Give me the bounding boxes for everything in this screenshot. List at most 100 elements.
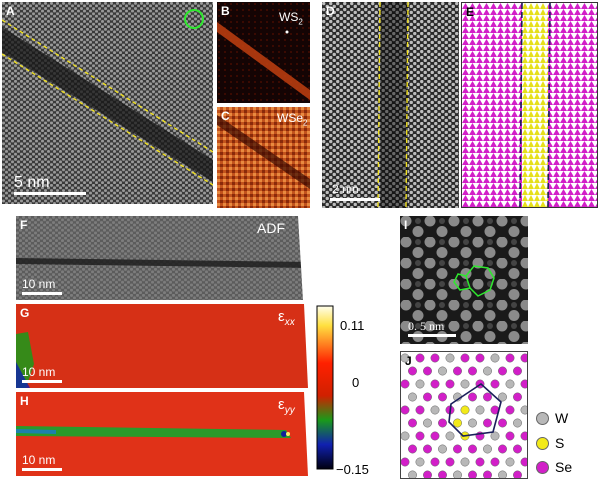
atom <box>513 418 522 428</box>
atom <box>505 405 515 415</box>
atom <box>520 457 527 467</box>
atom <box>460 405 470 415</box>
atom <box>505 457 515 467</box>
atom <box>468 470 477 478</box>
atom <box>505 379 515 389</box>
atom <box>445 457 455 467</box>
atom <box>490 353 500 363</box>
atom <box>423 366 432 376</box>
atom <box>483 470 492 478</box>
panel-g-eps-sub: xx <box>284 317 295 328</box>
panel-b-image <box>217 2 310 103</box>
atom <box>520 405 527 415</box>
panel-a-scalebar <box>14 192 86 195</box>
atom <box>453 470 462 478</box>
atom <box>513 366 522 376</box>
atom <box>415 353 425 363</box>
atom <box>498 470 507 478</box>
panel-f-scalebar <box>22 292 62 295</box>
atom <box>401 405 410 415</box>
atom <box>438 444 447 454</box>
panel-c-tag: WSe2 <box>277 111 307 127</box>
atom <box>445 431 455 441</box>
atom <box>483 444 492 454</box>
atom <box>401 431 410 441</box>
panel-g-scalebar <box>22 380 62 383</box>
atom <box>453 418 462 428</box>
atom <box>475 457 485 467</box>
atom <box>401 379 410 389</box>
atom <box>430 405 440 415</box>
atom <box>401 457 410 467</box>
panel-a-label: A <box>6 4 15 18</box>
panel-i-image <box>400 216 528 344</box>
panel-j-image <box>401 353 527 478</box>
colorbar-mid: 0 <box>352 375 360 390</box>
panel-d-scalebar <box>330 198 380 201</box>
panel-e-label: E <box>466 5 475 19</box>
panel-b-tag-text: WS <box>279 10 299 24</box>
panel-f-label: F <box>20 218 28 232</box>
atom <box>453 444 462 454</box>
panel-b-tag: WS2 <box>279 10 303 26</box>
atom <box>483 392 492 402</box>
atom <box>505 353 515 363</box>
panel-a-scalebar-label: 5 nm <box>14 174 50 191</box>
panel-h-label: H <box>20 394 29 408</box>
atom <box>423 418 432 428</box>
panel-b: B WS2 <box>217 2 310 103</box>
panel-h-scalebar <box>22 468 62 471</box>
panel-c-tag-text: WSe <box>277 111 304 125</box>
atom <box>475 353 485 363</box>
panel-i-label: I <box>404 218 408 232</box>
atom <box>438 366 447 376</box>
atom <box>490 431 500 441</box>
panel-h-eps-sub: yy <box>284 405 295 416</box>
atom <box>490 379 500 389</box>
panel-c-tag-sub: 2 <box>303 118 308 128</box>
panel-d: D 2 nm <box>322 2 459 208</box>
atom <box>453 366 462 376</box>
atom <box>415 457 425 467</box>
panel-d-scalebar-label: 2 nm <box>332 182 359 196</box>
atom <box>423 444 432 454</box>
atom <box>408 470 417 478</box>
atom <box>513 392 522 402</box>
atom <box>490 457 500 467</box>
panel-h-scalebar-label: 10 nm <box>22 453 56 467</box>
colorbar-min: −0.15 <box>336 462 369 477</box>
panel-c-image <box>217 107 310 208</box>
panel-f-image <box>16 216 313 300</box>
panel-h: H εyy 10 nm <box>16 392 313 476</box>
atom <box>415 431 425 441</box>
panel-g-scalebar-label: 10 nm <box>22 365 56 379</box>
panel-h-eps-symbol: ε <box>278 396 285 413</box>
atom <box>505 431 515 441</box>
panel-f-tag: ADF <box>257 220 285 236</box>
atom <box>430 353 440 363</box>
panel-a-image <box>2 2 213 204</box>
atom <box>498 444 507 454</box>
atom <box>423 392 432 402</box>
atom <box>483 366 492 376</box>
atom <box>520 353 527 363</box>
atom <box>468 444 477 454</box>
panel-d-image <box>322 2 459 208</box>
panel-f: F ADF 10 nm <box>16 216 313 300</box>
atom <box>430 379 440 389</box>
legend-se-dot <box>536 461 549 474</box>
panel-j-label: J <box>405 354 412 368</box>
panel-e: E <box>461 2 598 208</box>
atom <box>498 392 507 402</box>
panel-j: J <box>400 351 528 479</box>
panel-a: A 5 nm <box>2 2 213 204</box>
atom <box>408 366 417 376</box>
atom <box>445 379 455 389</box>
atom <box>460 457 470 467</box>
panel-g-image <box>16 304 313 388</box>
panel-h-image <box>16 392 313 476</box>
atom <box>445 353 455 363</box>
defect-outline <box>448 382 502 437</box>
atom <box>460 379 470 389</box>
atom <box>438 418 447 428</box>
